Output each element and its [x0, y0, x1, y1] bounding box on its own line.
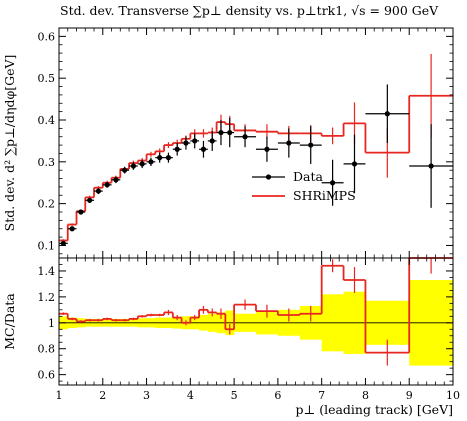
chart-title-text: Std. dev. Transverse ∑p⊥ density vs. p⊥t…	[60, 3, 439, 18]
data-point	[95, 188, 101, 194]
data-point	[209, 138, 215, 144]
x-tick-label: 7	[318, 389, 325, 402]
data-point	[192, 138, 198, 144]
legend: Data SHRiMPS	[252, 169, 356, 203]
lower-ylabel-text: MC/Data	[2, 293, 17, 350]
data-point	[218, 129, 224, 136]
upper-y-tick-label: 0.2	[38, 198, 56, 211]
data-point	[351, 161, 358, 167]
x-tick-label: 4	[187, 389, 194, 402]
upper-y-tick-label: 0.1	[38, 239, 56, 252]
x-tick-label: 2	[99, 389, 106, 402]
lower-frame	[58, 257, 454, 386]
lower-x-ticks: 1 2 3 4 5 6 7 8 9 10	[56, 258, 460, 402]
lower-panel: 0.6 0.8 1 1.2 1.4 1 2 3 4 5 6 7 8 9 10	[38, 257, 460, 402]
upper-panel: Data SHRiMPS 0.1 0.2 0.3 0.4 0.5 0.6	[38, 27, 454, 259]
data-point	[264, 146, 270, 152]
data-point	[130, 163, 137, 169]
data-point	[286, 140, 292, 146]
lower-y-ticks: 0.6 0.8 1 1.2 1.4	[38, 257, 453, 382]
upper-frame	[58, 27, 454, 259]
upper-y-ticks: 0.1 0.2 0.3 0.4 0.5 0.6	[38, 27, 453, 255]
data-point	[242, 134, 248, 140]
data-point	[428, 163, 434, 169]
data-point	[200, 146, 207, 152]
x-tick-label: 6	[274, 389, 281, 402]
lower-frame-rect	[58, 257, 454, 386]
upper-ylabel: Std. dev. d² ∑p⊥/dηdφ[GeV]	[2, 55, 17, 232]
data-point	[87, 197, 93, 203]
data-point	[148, 159, 154, 165]
data-point	[60, 240, 66, 246]
x-tick-label: 5	[231, 389, 238, 402]
x-tick-label: 3	[143, 389, 150, 402]
data-point	[157, 155, 163, 161]
lower-y-tick-label: 1.4	[38, 265, 56, 278]
upper-y-tick-label: 0.4	[38, 114, 56, 127]
lower-y-tick-label: 1	[48, 317, 55, 330]
x-tick-label: 1	[56, 389, 63, 402]
lower-y-tick-label: 1.2	[38, 291, 56, 304]
mc-histogram	[59, 53, 453, 242]
data-point	[308, 142, 314, 148]
chart-title: Std. dev. Transverse ∑p⊥ density vs. p⊥t…	[60, 3, 439, 18]
data-point	[174, 146, 180, 152]
x-tick-label: 10	[446, 389, 460, 402]
legend-data-label: Data	[293, 169, 323, 184]
lower-ylabel: MC/Data	[2, 293, 17, 350]
lower-y-tick-label: 0.6	[38, 369, 56, 382]
x-tick-label: 9	[406, 389, 413, 402]
legend-mc-label: SHRiMPS	[293, 188, 356, 203]
upper-frame-rect	[58, 27, 454, 259]
data-point	[104, 182, 110, 188]
upper-y-tick-label: 0.6	[38, 30, 56, 43]
x-axis-label-text: p⊥ (leading track) [GeV]	[295, 402, 453, 417]
data-point	[165, 155, 172, 161]
data-point	[183, 140, 189, 146]
upper-x-ticks	[58, 28, 454, 258]
data-points	[59, 84, 453, 246]
data-point	[78, 209, 84, 215]
data-point	[122, 167, 128, 173]
upper-y-tick-label: 0.5	[38, 72, 56, 85]
upper-y-tick-label: 0.3	[38, 156, 56, 169]
upper-ylabel-text: Std. dev. d² ∑p⊥/dηdφ[GeV]	[2, 55, 17, 232]
data-point	[384, 111, 390, 117]
ratio-histogram	[59, 257, 453, 366]
data-point	[69, 226, 75, 232]
data-point	[139, 161, 145, 167]
legend-data-marker	[265, 174, 272, 180]
x-axis-label: p⊥ (leading track) [GeV]	[295, 402, 453, 417]
data-point	[227, 129, 233, 136]
data-point	[330, 180, 336, 186]
lower-y-tick-label: 0.8	[38, 343, 56, 356]
data-point	[113, 177, 119, 183]
x-tick-label: 8	[362, 389, 369, 402]
